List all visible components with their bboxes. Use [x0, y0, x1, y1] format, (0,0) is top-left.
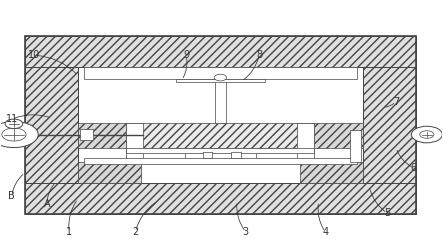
Bar: [126, 123, 315, 148]
Circle shape: [2, 128, 26, 141]
Bar: [84, 158, 357, 164]
Bar: [126, 123, 144, 163]
Bar: [300, 163, 363, 183]
Bar: [231, 152, 241, 158]
Text: 10: 10: [28, 50, 40, 60]
Circle shape: [214, 74, 226, 81]
Bar: [215, 79, 226, 123]
Bar: [25, 183, 416, 214]
Bar: [25, 67, 78, 183]
Bar: [315, 123, 363, 148]
Text: 4: 4: [322, 227, 328, 237]
Bar: [78, 163, 140, 183]
Text: 1: 1: [66, 227, 72, 237]
Text: 2: 2: [132, 227, 139, 237]
Bar: [25, 36, 416, 67]
Circle shape: [5, 119, 23, 129]
Bar: [126, 148, 315, 153]
Bar: [185, 149, 256, 160]
Text: 6: 6: [411, 163, 417, 173]
Circle shape: [420, 131, 434, 138]
Circle shape: [0, 121, 38, 147]
Bar: [25, 36, 416, 214]
Text: 5: 5: [384, 208, 390, 218]
Bar: [78, 123, 126, 148]
Bar: [84, 67, 357, 79]
Bar: [363, 67, 416, 183]
Text: 8: 8: [256, 50, 262, 60]
Text: 11: 11: [6, 114, 18, 124]
Text: 7: 7: [393, 97, 399, 107]
Circle shape: [412, 126, 442, 143]
Text: A: A: [44, 199, 51, 208]
Bar: [203, 152, 213, 158]
Text: B: B: [8, 191, 15, 201]
Text: 3: 3: [243, 227, 249, 237]
Bar: [297, 123, 315, 163]
Bar: [78, 67, 363, 183]
Bar: [80, 129, 93, 141]
Bar: [176, 79, 264, 82]
Text: 9: 9: [183, 50, 189, 60]
Bar: [350, 130, 361, 163]
